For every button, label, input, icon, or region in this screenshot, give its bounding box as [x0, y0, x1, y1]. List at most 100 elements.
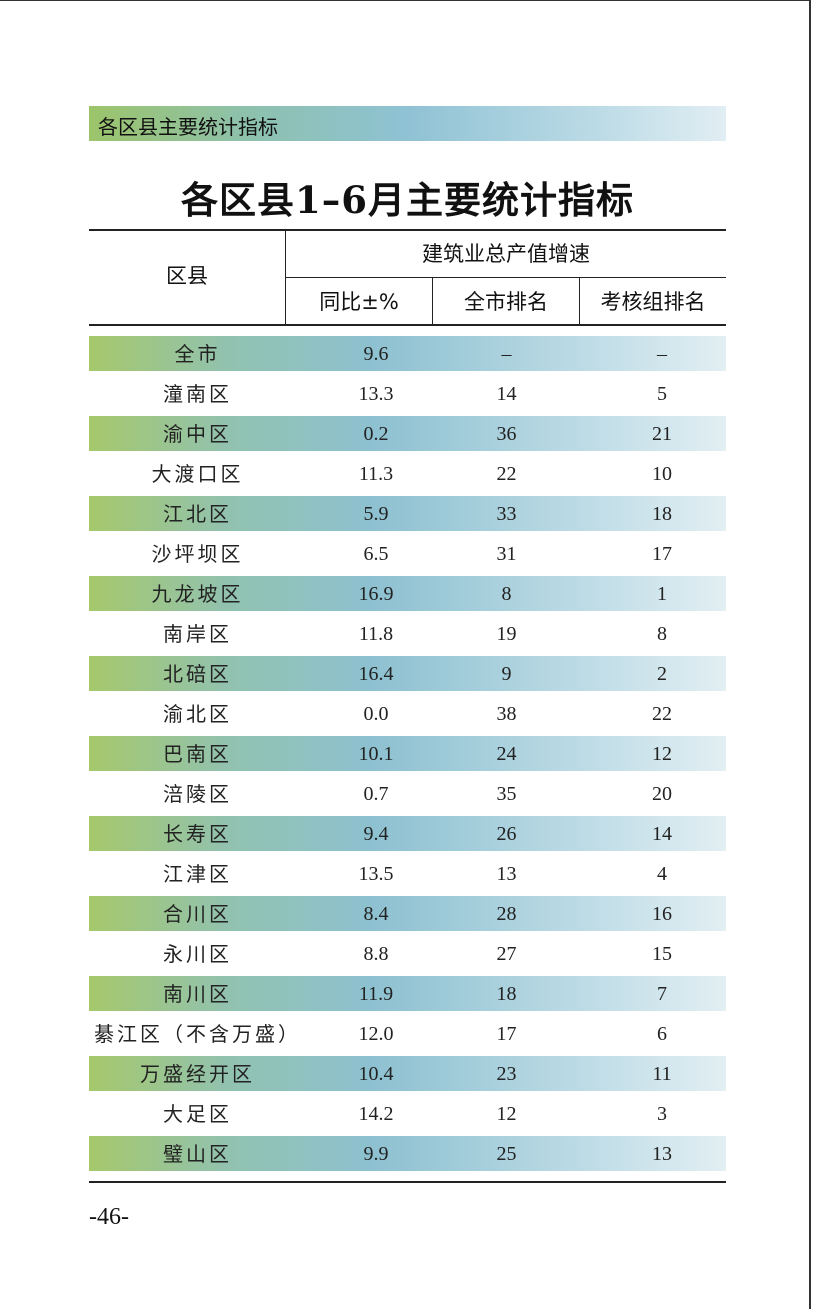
region-name-cell: 万盛经开区: [140, 1062, 255, 1086]
yoy-cell: 11.8: [358, 623, 394, 645]
group-rank-cell: 2: [657, 663, 667, 685]
group-rank-cell: 12: [652, 743, 672, 765]
region-name-cell: 大渡口区: [151, 462, 244, 486]
table-row: 江津区 13.5 13 4: [89, 856, 726, 896]
section-banner: 各区县主要统计指标: [89, 106, 726, 141]
city-rank-cell: 24: [496, 743, 517, 765]
yoy-cell: 12.0: [358, 1023, 394, 1045]
region-name-cell: 九龙坡区: [151, 582, 244, 606]
header-city-rank: 全市排名: [433, 278, 580, 326]
group-rank-cell: 1: [657, 583, 667, 605]
yoy-cell: 0.2: [363, 423, 389, 445]
yoy-cell: 9.9: [363, 1143, 389, 1165]
region-name-cell: 璧山区: [163, 1142, 232, 1166]
table-row: 九龙坡区 16.9 8 1: [89, 576, 726, 616]
table-row: 大足区 14.2 12 3: [89, 1096, 726, 1136]
region-name-cell: 巴南区: [163, 742, 232, 766]
yoy-cell: 8.8: [363, 943, 389, 965]
table-row: 江北区 5.9 33 18: [89, 496, 726, 536]
yoy-cell: 8.4: [363, 903, 389, 925]
table-row: 永川区 8.8 27 15: [89, 936, 726, 976]
yoy-cell: 10.1: [358, 743, 394, 765]
region-name-cell: 沙坪坝区: [151, 542, 244, 566]
group-rank-cell: 13: [652, 1143, 672, 1165]
yoy-cell: 5.9: [363, 503, 389, 525]
yoy-cell: 11.3: [358, 463, 394, 485]
group-rank-cell: 6: [657, 1023, 667, 1045]
table-row: 巴南区 10.1 24 12: [89, 736, 726, 776]
table-row: 渝中区 0.2 36 21: [89, 416, 726, 456]
table-bottom-rule: [89, 1181, 726, 1183]
header-region: 区县: [89, 231, 286, 326]
region-name-cell: 渝北区: [163, 702, 232, 726]
yoy-cell: 9.6: [363, 343, 389, 365]
header-group-rank: 考核组排名: [600, 290, 706, 314]
section-label: 各区县主要统计指标: [98, 115, 278, 139]
group-rank-cell: 3: [657, 1103, 667, 1125]
region-name-cell: 北碚区: [163, 662, 232, 686]
city-rank-cell: 36: [496, 423, 517, 445]
group-rank-cell: 16: [652, 903, 672, 925]
group-rank-cell: 15: [652, 943, 672, 965]
group-rank-cell: 4: [657, 863, 667, 885]
table-row: 全市 9.6 – –: [89, 336, 726, 376]
table-row: 北碚区 16.4 9 2: [89, 656, 726, 696]
city-rank-cell: 26: [496, 823, 517, 845]
city-rank-cell: 9: [501, 663, 512, 685]
group-rank-cell: 5: [657, 383, 667, 405]
yoy-cell: 9.4: [363, 823, 389, 845]
region-name-cell: 南川区: [163, 982, 232, 1006]
region-name-cell: 渝中区: [163, 422, 232, 446]
table-row: 沙坪坝区 6.5 31 17: [89, 536, 726, 576]
group-rank-cell: 17: [652, 543, 672, 565]
city-rank-cell: 27: [496, 943, 517, 965]
city-rank-cell: –: [501, 343, 512, 365]
group-rank-cell: 20: [652, 783, 672, 805]
city-rank-cell: 14: [496, 383, 517, 405]
region-name-cell: 永川区: [163, 942, 232, 966]
yoy-cell: 13.3: [358, 383, 394, 405]
table-row: 南岸区 11.8 19 8: [89, 616, 726, 656]
table-row: 万盛经开区 10.4 23 11: [89, 1056, 726, 1096]
region-name-cell: 綦江区（不含万盛）: [94, 1022, 301, 1046]
table-row: 合川区 8.4 28 16: [89, 896, 726, 936]
group-rank-cell: 11: [652, 1063, 672, 1085]
table-row: 长寿区 9.4 26 14: [89, 816, 726, 856]
table-row: 涪陵区 0.7 35 20: [89, 776, 726, 816]
yoy-cell: 16.4: [358, 663, 394, 685]
region-name-cell: 潼南区: [163, 382, 232, 406]
table-row: 渝北区 0.0 38 22: [89, 696, 726, 736]
table-body: 全市 9.6– – 潼南区 13.3 14 5 渝中区 0.2 36 21 大渡口区 11.3 22 10 江…: [89, 326, 726, 1176]
region-name-cell: 长寿区: [163, 822, 232, 846]
city-rank-cell: 23: [496, 1063, 517, 1085]
yoy-cell: 11.9: [358, 983, 394, 1005]
region-name-cell: 南岸区: [163, 622, 232, 646]
header-construction-growth: 建筑业总产值增速: [286, 231, 726, 278]
header-yoy: 同比±%: [286, 278, 433, 326]
group-rank-cell: 8: [657, 623, 667, 645]
yoy-cell: 10.4: [358, 1063, 394, 1085]
region-name-cell: 全市: [174, 342, 221, 366]
city-rank-cell: 12: [496, 1103, 517, 1125]
city-rank-cell: 22: [496, 463, 517, 485]
page-title: 各区县1–6月主要统计指标: [181, 178, 634, 222]
yoy-cell: 16.9: [358, 583, 394, 605]
table-header: 区县 建筑业总产值增速 同比±% 全市排名 考核组排名: [89, 229, 726, 326]
stats-table: 区县 建筑业总产值增速 同比±% 全市排名 考核组排名 全市 9.6– – 潼南区 13…: [89, 229, 726, 1176]
region-name-cell: 大足区: [163, 1102, 232, 1126]
region-name-cell: 涪陵区: [163, 782, 232, 806]
page-number: -46-: [89, 1204, 129, 1230]
city-rank-cell: 25: [496, 1143, 517, 1165]
city-rank-cell: 8: [501, 583, 512, 605]
city-rank-cell: 38: [496, 703, 517, 725]
city-rank-cell: 17: [496, 1023, 517, 1045]
city-rank-cell: 18: [496, 983, 517, 1005]
group-rank-cell: –: [657, 343, 667, 365]
group-rank-cell: 18: [652, 503, 672, 525]
table-row: 璧山区 9.9 25 13: [89, 1136, 726, 1176]
yoy-cell: 0.7: [363, 783, 389, 805]
region-name-cell: 江津区: [163, 862, 232, 886]
group-rank-cell: 14: [652, 823, 672, 845]
city-rank-cell: 35: [496, 783, 517, 805]
